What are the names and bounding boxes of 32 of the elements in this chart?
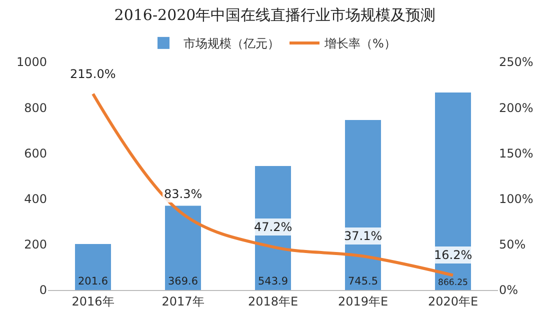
bar [165, 206, 201, 290]
y-tick-label: 600 [24, 146, 47, 160]
y-tick-label: 1000 [16, 55, 47, 70]
legend-label: 增长率（%） [324, 36, 396, 51]
y-tick-label: 400 [24, 192, 47, 206]
legend-label: 市场规模（亿元） [184, 36, 280, 51]
data-label: 47.2% [254, 220, 292, 234]
x-tick-label: 2018年E [248, 294, 298, 308]
y2-tick-label: 50% [499, 238, 526, 252]
chart-title: 2016-2020年中国在线直播行业市场规模及预测 [114, 6, 436, 24]
x-tick-label: 2019年E [338, 294, 388, 308]
bar [75, 244, 111, 290]
data-label: 83.3% [164, 187, 202, 201]
y2-tick-label: 200% [499, 100, 534, 115]
x-tick-label: 2017年 [162, 294, 204, 308]
y2-tick-label: 100% [499, 192, 534, 206]
y2-tick-label: 150% [499, 146, 534, 160]
data-label: 745.5 [348, 275, 378, 288]
x-tick-label: 2020年E [428, 294, 478, 308]
y2-tick-label: 0% [499, 283, 518, 298]
data-label: 369.6 [168, 275, 198, 288]
y-tick-label: 800 [24, 100, 47, 115]
data-label: 37.1% [344, 229, 382, 243]
x-tick-label: 2016年 [72, 294, 114, 308]
data-label: 215.0% [70, 67, 116, 81]
data-label: 201.6 [78, 275, 108, 288]
y-tick-label: 0 [39, 283, 47, 298]
data-label: 16.2% [434, 248, 472, 262]
y-tick-label: 200 [24, 238, 47, 252]
y2-tick-label: 250% [499, 55, 534, 70]
data-label: 866.25 [438, 278, 468, 288]
data-label: 543.9 [258, 275, 288, 288]
